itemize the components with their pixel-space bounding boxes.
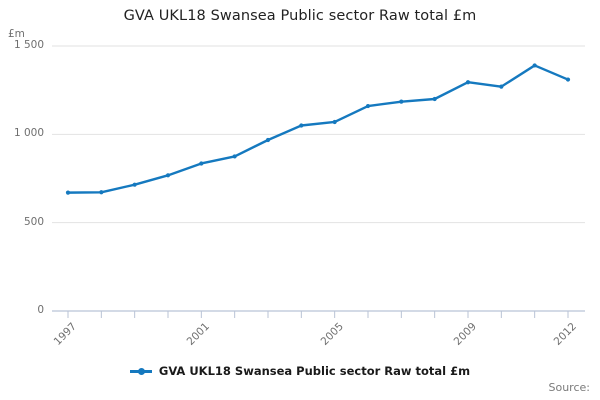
series-layer	[65, 63, 571, 195]
data-point-marker[interactable]	[165, 173, 171, 178]
data-point-marker[interactable]	[65, 190, 71, 195]
data-point-marker[interactable]	[499, 84, 504, 89]
data-point-marker[interactable]	[432, 96, 437, 102]
legend-item-label: GVA UKL18 Swansea Public sector Raw tota…	[158, 364, 471, 378]
data-point-marker[interactable]	[199, 161, 204, 166]
data-point-marker[interactable]	[465, 80, 471, 85]
data-point-marker[interactable]	[399, 99, 404, 104]
y-axis-tick-label: 500	[23, 215, 44, 228]
data-point-marker[interactable]	[299, 123, 304, 128]
data-point-marker[interactable]	[365, 103, 371, 109]
legend-line-marker-icon	[129, 365, 152, 377]
data-point-marker[interactable]	[99, 190, 104, 195]
chart-legend[interactable]: GVA UKL18 Swansea Public sector Raw tota…	[0, 364, 600, 378]
gridlines	[52, 45, 585, 312]
data-point-marker[interactable]	[565, 77, 571, 82]
data-point-marker[interactable]	[532, 63, 537, 68]
series-line	[66, 64, 570, 194]
y-axis-unit-label: £m	[8, 28, 25, 40]
y-axis-tick-label: 1 000	[13, 127, 44, 140]
x-axis-ticks	[67, 311, 569, 318]
data-point-marker[interactable]	[132, 182, 137, 187]
source-label: Source:	[548, 381, 591, 394]
chart-title: GVA UKL18 Swansea Public sector Raw tota…	[123, 8, 477, 24]
data-point-marker[interactable]	[232, 154, 237, 159]
data-point-marker[interactable]	[332, 119, 337, 125]
y-axis-tick-label: 0	[37, 304, 44, 316]
data-point-marker[interactable]	[265, 137, 271, 143]
y-axis-tick-label: 1 500	[13, 39, 44, 51]
